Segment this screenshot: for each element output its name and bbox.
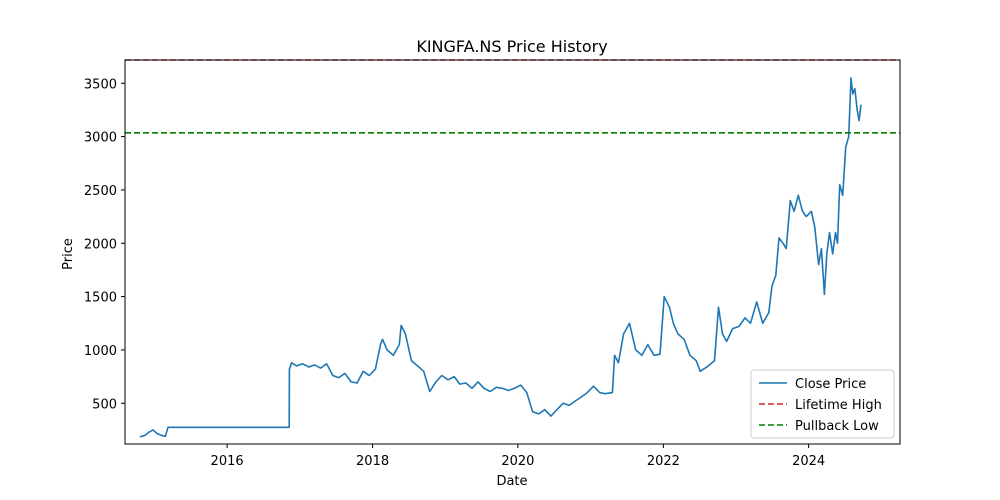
legend-box bbox=[750, 369, 895, 439]
chart-title: KINGFA.NS Price History bbox=[416, 37, 607, 56]
x-tick-label: 2016 bbox=[211, 454, 244, 469]
legend-label: Pullback Low bbox=[795, 419, 879, 434]
legend-label: Close Price bbox=[795, 377, 866, 392]
x-tick-label: 2020 bbox=[501, 454, 534, 469]
y-tick-label: 2000 bbox=[84, 237, 117, 252]
x-axis-ticks: 2016 2018 2020 2022 2024 bbox=[211, 444, 825, 469]
x-tick-label: 2022 bbox=[647, 454, 680, 469]
y-axis-ticks: 500 1000 1500 2000 2500 3000 3500 bbox=[84, 77, 125, 412]
y-tick-label: 3500 bbox=[84, 77, 117, 92]
x-tick-label: 2024 bbox=[792, 454, 825, 469]
legend: Close Price Lifetime High Pullback Low bbox=[750, 369, 895, 439]
y-tick-label: 2500 bbox=[84, 184, 117, 199]
y-tick-label: 500 bbox=[92, 397, 117, 412]
axes-frame bbox=[124, 59, 901, 445]
x-axis-label: Date bbox=[496, 474, 527, 489]
y-tick-label: 3000 bbox=[84, 131, 117, 146]
y-tick-label: 1500 bbox=[84, 291, 117, 306]
x-tick-label: 2018 bbox=[356, 454, 389, 469]
close-price-line bbox=[139, 77, 862, 438]
legend-label: Lifetime High bbox=[795, 398, 882, 413]
plot-area bbox=[124, 59, 901, 445]
y-axis-label: Price bbox=[61, 238, 76, 270]
y-tick-label: 1000 bbox=[84, 344, 117, 359]
